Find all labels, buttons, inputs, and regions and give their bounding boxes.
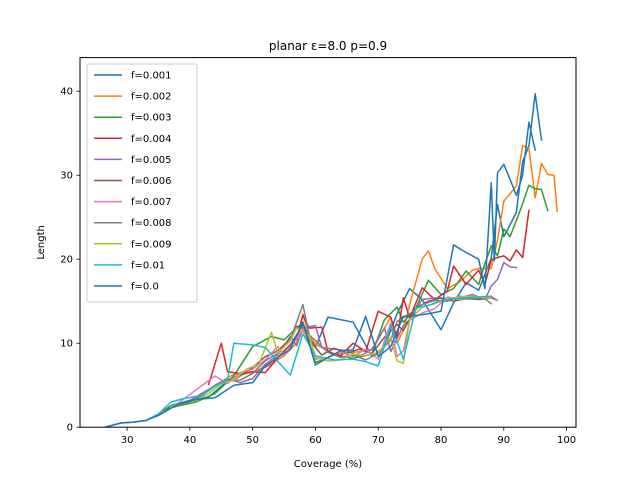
y-axis-label: Length — [36, 225, 47, 260]
y-tick-label: 20 — [60, 255, 73, 266]
y-axis: 0 10 20 30 40 — [60, 87, 80, 434]
legend-label-9: f=0.01 — [131, 260, 165, 271]
legend-label-5: f=0.006 — [131, 176, 172, 187]
series-layer — [104, 92, 558, 428]
legend-label-6: f=0.007 — [131, 197, 172, 208]
legend-box — [86, 63, 198, 303]
plot-frame — [79, 57, 577, 428]
legend-label-10: f=0.0 — [131, 282, 159, 293]
series-line-2 — [163, 184, 549, 411]
x-axis-label: Coverage (%) — [294, 459, 362, 470]
y-tick-label: 40 — [60, 87, 73, 98]
x-tick-label: 60 — [309, 435, 322, 446]
series-line-5 — [232, 297, 499, 382]
series-line-10 — [104, 121, 537, 428]
x-tick-label: 90 — [497, 435, 510, 446]
legend-label-4: f=0.005 — [131, 155, 172, 166]
series-line-9 — [144, 295, 493, 422]
x-tick-label: 30 — [121, 435, 134, 446]
series-line-1 — [157, 145, 558, 415]
legend-label-3: f=0.004 — [131, 134, 172, 145]
x-tick-label: 70 — [372, 435, 385, 446]
y-tick-label: 10 — [60, 339, 73, 350]
legend-label-8: f=0.009 — [131, 239, 172, 250]
legend-label-7: f=0.008 — [131, 218, 172, 229]
legend-label-1: f=0.002 — [131, 92, 172, 103]
series-line-6 — [176, 295, 499, 405]
x-tick-label: 50 — [246, 435, 259, 446]
legend-label-2: f=0.003 — [131, 113, 172, 124]
chart-title: planar ε=8.0 p=0.9 — [269, 39, 387, 53]
x-axis: 30 40 50 60 70 80 90 100 — [121, 427, 576, 446]
legend: f=0.001 f=0.002 f=0.003 f=0.004 f=0.005 f=0.0… — [86, 63, 198, 303]
x-tick-label: 80 — [435, 435, 448, 446]
x-tick-label: 100 — [557, 435, 576, 446]
y-tick-label: 30 — [60, 171, 73, 182]
y-tick-label: 0 — [67, 423, 73, 434]
legend-label-0: f=0.001 — [131, 71, 172, 82]
x-tick-label: 40 — [184, 435, 197, 446]
